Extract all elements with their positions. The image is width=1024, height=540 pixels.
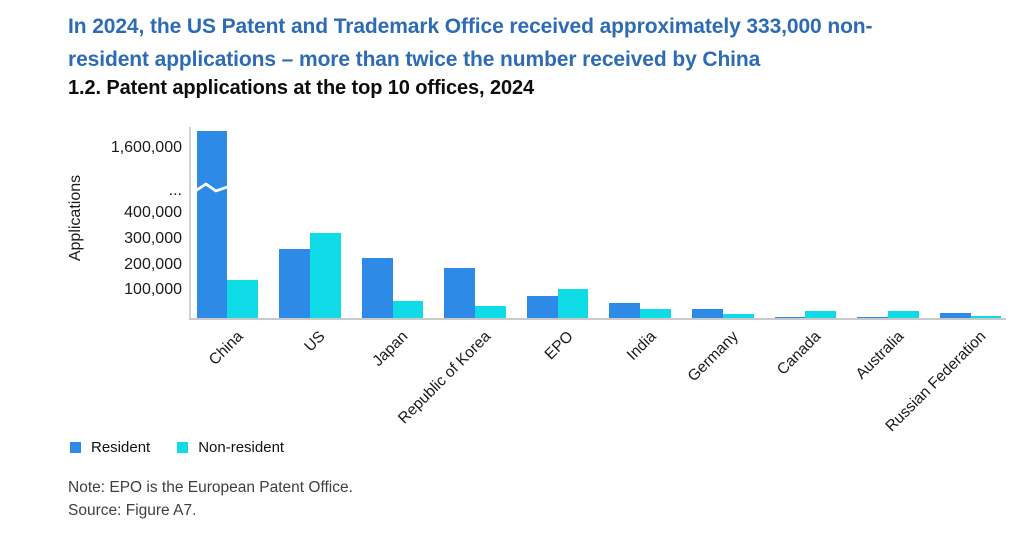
bar-non-resident-canada <box>805 310 837 318</box>
bar-non-resident-japan <box>392 300 424 318</box>
bar-resident-republic-of-korea <box>444 268 476 318</box>
x-axis-label-india: India <box>623 328 660 364</box>
y-axis-tick-label: 200,000 <box>124 255 182 273</box>
y-axis-tick-label: ... <box>168 181 182 199</box>
x-axis-label-republic-of-korea: Republic of Korea <box>394 328 495 428</box>
x-axis-label-japan: Japan <box>369 328 412 370</box>
legend-item-resident: Resident <box>70 439 150 456</box>
legend-label-resident: Resident <box>91 439 151 456</box>
bar-resident-russian-federation <box>939 313 971 318</box>
bar-resident-japan <box>361 257 393 318</box>
bar-non-resident-republic-of-korea <box>475 305 506 318</box>
y-axis-line <box>189 127 191 318</box>
bar-non-resident-india <box>640 308 672 318</box>
y-axis-tick-label: 1,600,000 <box>110 139 182 156</box>
x-axis-label-germany: Germany <box>684 328 742 386</box>
bar-non-resident-australia <box>887 310 919 318</box>
legend-swatch-resident <box>70 442 81 453</box>
x-axis-line <box>189 318 1006 320</box>
x-axis-label-australia: Australia <box>852 328 907 383</box>
figure-title: 1.2. Patent applications at the top 10 o… <box>68 77 535 99</box>
y-axis-tick-label: 300,000 <box>124 230 182 248</box>
legend: Resident Non-resident <box>70 439 284 456</box>
note-text: Note: EPO is the European Patent Office. <box>68 479 353 496</box>
bar-resident-us <box>279 248 310 318</box>
x-axis-label-epo: EPO <box>541 328 577 364</box>
bar-resident-epo <box>526 296 558 318</box>
x-axis-label-china: China <box>205 328 247 369</box>
legend-item-non-resident: Non-resident <box>177 439 284 456</box>
chart-footer: Note: EPO is the European Patent Office.… <box>68 476 353 522</box>
x-axis-label-canada: Canada <box>773 328 825 379</box>
y-axis-tick-label: 100,000 <box>124 281 182 299</box>
headline-line-1: In 2024, the US Patent and Trademark Off… <box>68 15 873 38</box>
y-axis-title: Applications <box>67 174 84 262</box>
bar-non-resident-china <box>227 279 259 318</box>
bar-resident-china <box>196 131 228 318</box>
bar-resident-canada <box>774 316 806 318</box>
y-axis-tick-label: 400,000 <box>124 204 182 222</box>
bar-non-resident-us <box>309 232 341 318</box>
headline-line-2: resident applications – more than twice … <box>68 48 761 71</box>
bar-resident-india <box>609 303 641 318</box>
bar-resident-germany <box>692 309 723 318</box>
bar-non-resident-germany <box>722 313 754 318</box>
bar-non-resident-epo <box>557 289 589 318</box>
x-axis-label-us: US <box>301 328 330 356</box>
bar-resident-australia <box>857 317 888 318</box>
chart-headline: In 2024, the US Patent and Trademark Off… <box>68 10 988 76</box>
source-text: Source: Figure A7. <box>68 502 197 519</box>
bar-non-resident-russian-federation <box>970 316 1002 318</box>
legend-label-non-resident: Non-resident <box>198 439 285 456</box>
legend-swatch-non-resident <box>177 442 189 453</box>
